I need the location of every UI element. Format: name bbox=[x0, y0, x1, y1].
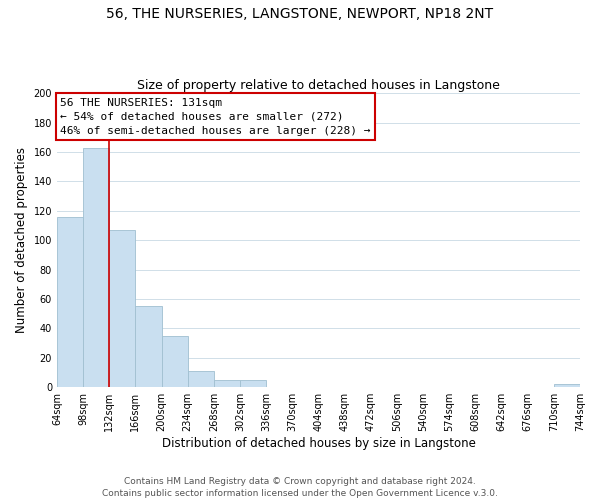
Bar bbox=[136, 306, 161, 387]
Text: 56 THE NURSERIES: 131sqm
← 54% of detached houses are smaller (272)
46% of semi-: 56 THE NURSERIES: 131sqm ← 54% of detach… bbox=[60, 98, 370, 136]
Text: 56, THE NURSERIES, LANGSTONE, NEWPORT, NP18 2NT: 56, THE NURSERIES, LANGSTONE, NEWPORT, N… bbox=[106, 8, 494, 22]
Bar bbox=[161, 336, 188, 387]
Bar bbox=[109, 230, 136, 387]
Text: Contains HM Land Registry data © Crown copyright and database right 2024.
Contai: Contains HM Land Registry data © Crown c… bbox=[102, 476, 498, 498]
Bar bbox=[240, 380, 266, 387]
Bar bbox=[188, 371, 214, 387]
Bar bbox=[83, 148, 109, 387]
X-axis label: Distribution of detached houses by size in Langstone: Distribution of detached houses by size … bbox=[161, 437, 475, 450]
Title: Size of property relative to detached houses in Langstone: Size of property relative to detached ho… bbox=[137, 79, 500, 92]
Bar bbox=[57, 216, 83, 387]
Bar bbox=[554, 384, 580, 387]
Bar bbox=[214, 380, 240, 387]
Y-axis label: Number of detached properties: Number of detached properties bbox=[15, 147, 28, 333]
